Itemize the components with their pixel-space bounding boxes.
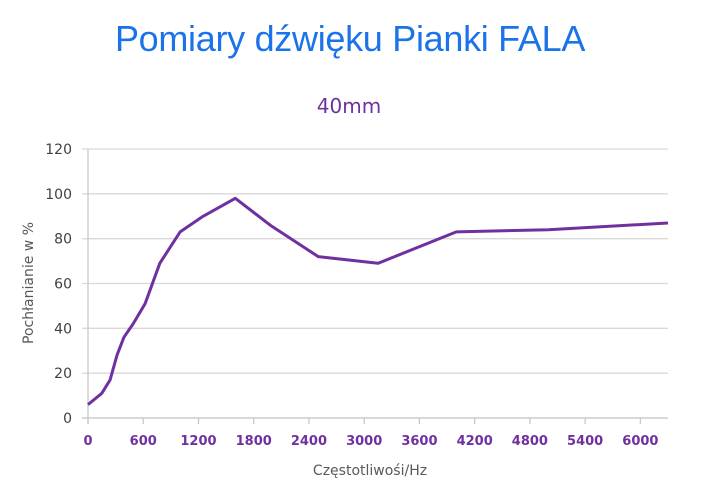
y-axis-ticks: 0 20 40 60 80 100 120 xyxy=(45,142,72,427)
y-tick-label: 40 xyxy=(54,321,72,337)
x-tick-label: 6000 xyxy=(622,434,658,449)
absorption-line xyxy=(87,196,669,406)
x-tick-label: 4800 xyxy=(512,434,548,449)
x-tick-label: 5400 xyxy=(567,434,603,449)
y-tick-label: 100 xyxy=(45,187,72,203)
x-tick-label: 4200 xyxy=(457,434,493,449)
axes xyxy=(82,149,668,424)
x-tick-label: 1800 xyxy=(236,434,272,449)
gridlines xyxy=(82,148,668,419)
x-axis-ticks: 0 600 1200 1800 2400 3000 3600 4200 4800 5400 6000 xyxy=(83,418,658,449)
x-tick-label: 0 xyxy=(83,434,92,449)
y-tick-label: 20 xyxy=(54,366,72,382)
x-tick-label: 600 xyxy=(130,434,157,449)
y-tick-label: 120 xyxy=(45,142,72,158)
x-tick-label: 2400 xyxy=(291,434,327,449)
y-axis-label: Pochłanianie w % xyxy=(21,222,37,344)
x-axis-label: Częstotliwośi/Hz xyxy=(313,463,427,479)
y-tick-label: 60 xyxy=(54,277,72,293)
y-tick-label: 0 xyxy=(63,411,72,427)
x-tick-label: 3000 xyxy=(346,434,382,449)
x-tick-label: 3600 xyxy=(401,434,437,449)
page-title: Pomiary dźwięku Pianki FALA xyxy=(114,18,586,59)
x-tick-label: 1200 xyxy=(180,434,216,449)
y-tick-label: 80 xyxy=(54,232,72,248)
chart-subtitle: 40mm xyxy=(316,94,382,118)
